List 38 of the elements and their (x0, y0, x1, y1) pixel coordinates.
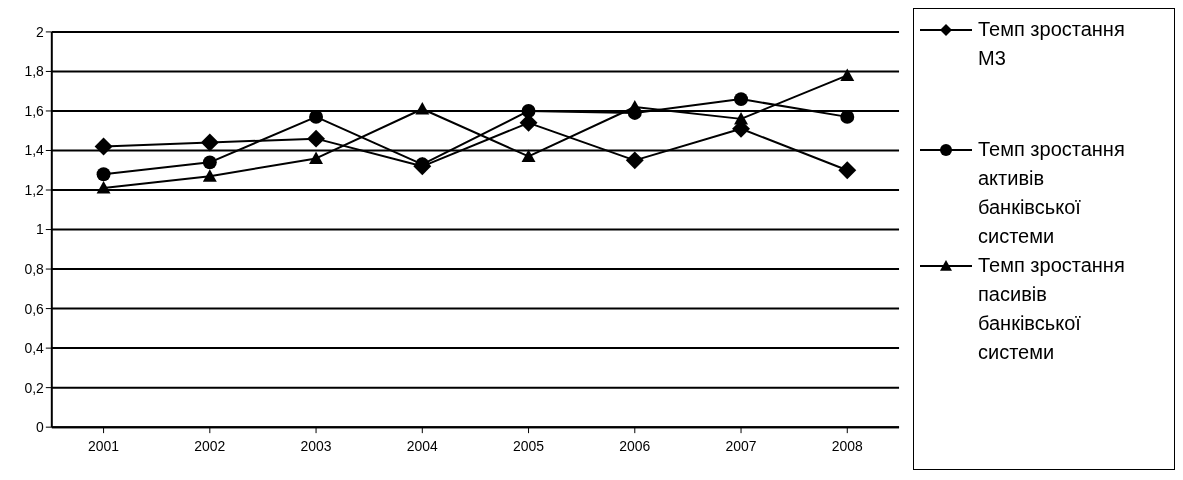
point (200, 133, 219, 152)
y-tick-label: 1,4 (24, 142, 45, 159)
legend-label: Темп зростання М3 (977, 17, 1126, 71)
point (625, 151, 644, 170)
legend-label: Темп зростання активів банківської системи (977, 137, 1126, 249)
y-tick-label: 0,4 (24, 340, 45, 357)
point (202, 155, 217, 170)
x-tick-label: 2007 (725, 437, 757, 454)
x-tick-label: 2008 (831, 437, 864, 454)
point (307, 129, 326, 148)
point (94, 137, 113, 156)
legend-label: Темп зростання пасивів банківської системи (977, 253, 1126, 365)
y-tick-label: 1,2 (24, 181, 45, 198)
point (734, 111, 748, 125)
y-tick-label: 0,6 (24, 300, 45, 317)
point (202, 169, 217, 182)
point (838, 161, 857, 180)
point (415, 102, 430, 115)
x-tick-label: 2005 (513, 437, 545, 454)
y-tick-label: 1,6 (24, 102, 45, 119)
y-tick-label: 2 (36, 23, 45, 40)
y-tick-label: 0,2 (24, 379, 45, 396)
y-tick-label: 1,8 (24, 63, 45, 80)
y-tick-label: 0 (36, 419, 45, 436)
point (521, 149, 536, 162)
x-tick-label: 2001 (88, 437, 120, 454)
x-tick-label: 2002 (194, 437, 226, 454)
point (309, 151, 324, 164)
y-tick-label: 0,8 (24, 261, 45, 278)
x-tick-label: 2003 (300, 437, 332, 454)
point (96, 167, 111, 182)
x-tick-label: 2004 (406, 437, 439, 454)
point (840, 68, 855, 81)
y-tick-label: 1 (36, 221, 45, 238)
point (96, 181, 111, 194)
x-tick-label: 2006 (619, 437, 651, 454)
point (734, 92, 748, 107)
point (521, 103, 536, 118)
